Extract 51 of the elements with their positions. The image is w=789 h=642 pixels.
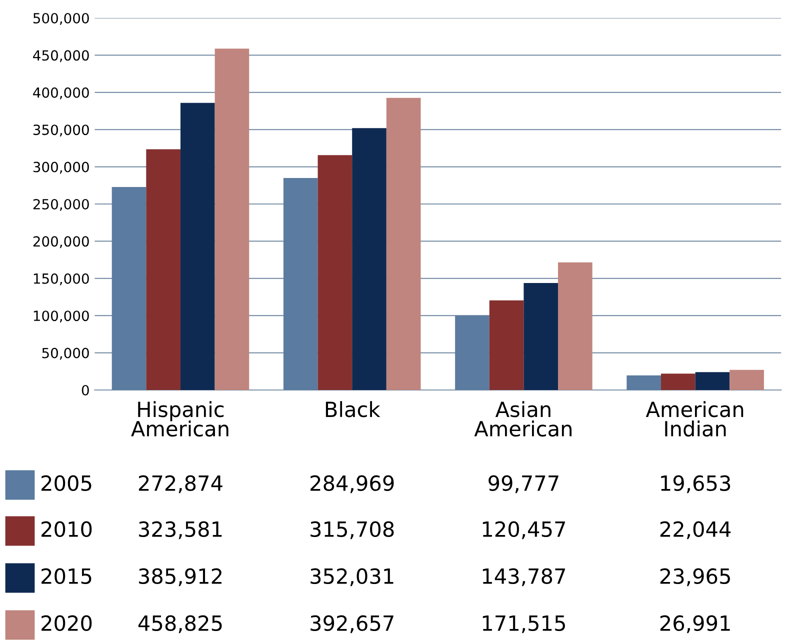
legend-label: 2015 [42,568,92,584]
data-label: 392,657 [310,615,394,634]
y-tick-label: 300,000 [33,162,89,174]
bar [660,374,696,390]
x-tick-label: Hispanic American [131,401,228,437]
data-label: 385,912 [138,568,222,586]
data-label: 272,874 [138,475,222,494]
y-tick-label: 150,000 [34,273,89,286]
data-label: 22,044 [660,521,731,540]
y-tick-label: 400,000 [33,87,89,100]
x-tick-label: American Indian [646,401,744,437]
data-label: 171,515 [482,616,565,634]
y-tick-label: 100,000 [34,310,89,322]
bar [524,283,558,390]
bar [455,316,490,390]
data-label: 458,825 [138,615,222,634]
legend-label: 2020 [42,615,92,632]
data-label: 284,969 [310,475,394,494]
bar [352,128,386,390]
bar [214,48,250,390]
bar [626,375,661,390]
data-label: 26,991 [660,615,730,634]
data-label: 99,777 [488,475,558,494]
y-tick-label: 250,000 [33,198,89,211]
bar [730,370,764,390]
y-tick-label: 200,000 [33,236,89,248]
bar [146,149,180,390]
y-tick-label: 450,000 [33,50,89,62]
x-tick-label: Asian American [474,401,572,437]
bar [318,155,352,390]
bar [489,300,524,390]
data-label: 323,581 [138,521,222,540]
data-label: 352,031 [310,568,394,586]
data-label: 19,653 [661,475,730,494]
y-tick-label: 50,000 [42,348,89,360]
bar [558,262,592,390]
bar [180,102,215,390]
y-tick-label: 500,000 [33,12,89,25]
bar [695,372,730,390]
bar [283,178,318,390]
bar [112,186,146,390]
x-tick-label: Black [326,401,380,418]
legend-label: 2010 [42,521,92,538]
data-label: 143,787 [482,568,565,586]
bar [386,98,421,390]
data-label: 315,708 [310,521,394,540]
data-label: 120,457 [482,521,565,540]
y-tick-label: 0 [82,384,89,396]
legend-label: 2005 [42,475,92,492]
y-tick-label: 350,000 [33,124,89,136]
data-label: 23,965 [660,568,730,586]
